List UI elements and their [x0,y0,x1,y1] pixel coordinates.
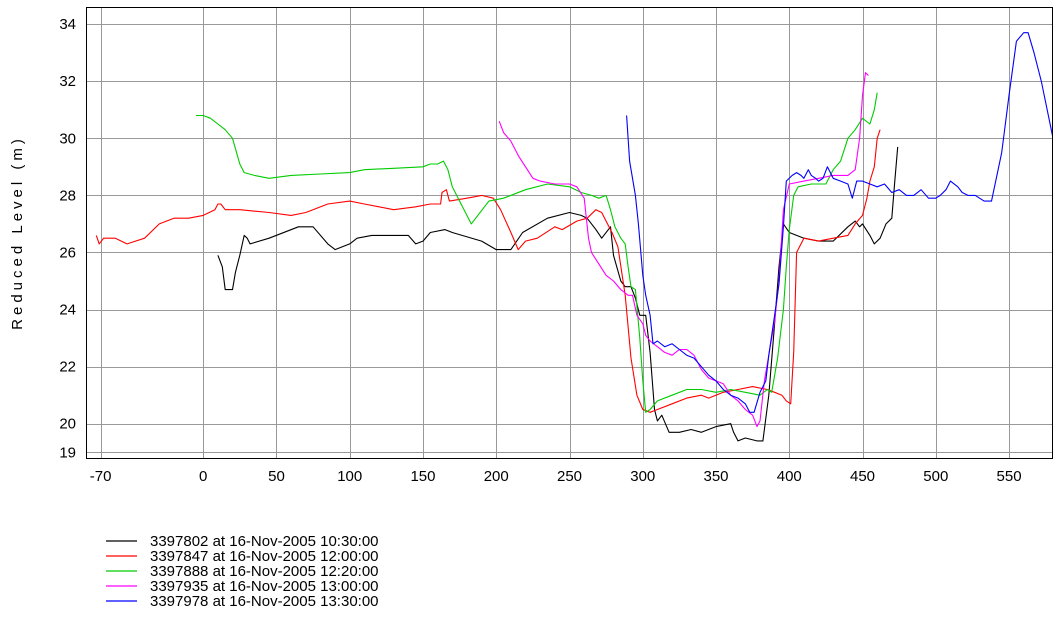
y-tick-label: 20 [59,416,76,433]
y-tick-label: 22 [59,359,76,376]
y-tick-label: 19 [59,444,76,461]
x-tick-label: 0 [199,468,207,485]
series-line-2 [95,129,881,413]
x-tick-label: 200 [484,468,509,485]
x-tick-label: 150 [410,468,435,485]
y-tick-label: 30 [59,130,76,147]
x-axis: -70 0 50 100 150 200 250 300 350 400 450 500 550 [90,468,1022,485]
x-tick-label: 50 [268,468,285,485]
y-axis: 19 20 22 24 26 28 30 32 34 [59,16,76,461]
legend-entry: 3397802 at 16-Nov-2005 10:30:00 [150,533,379,550]
series-line-4 [498,72,869,428]
y-tick-label: 32 [59,73,76,90]
plot-frame [86,7,1053,459]
legend-entry: 3397978 at 16-Nov-2005 13:30:00 [150,593,379,610]
legend-entry: 3397935 at 16-Nov-2005 13:00:00 [150,578,379,595]
y-tick-label: 28 [59,187,76,204]
x-tick-label: 100 [337,468,362,485]
x-tick-label: -70 [90,468,112,485]
x-tick-label: 350 [703,468,728,485]
x-tick-label: 550 [997,468,1022,485]
grid [86,7,1053,458]
y-tick-label: 24 [59,302,76,319]
x-tick-label: 300 [630,468,655,485]
series-layer [95,32,1053,442]
y-tick-label: 34 [59,16,76,33]
series-line-3 [195,92,878,413]
legend-entry: 3397847 at 16-Nov-2005 12:00:00 [150,548,379,565]
x-tick-label: 400 [777,468,802,485]
legend-entry: 3397888 at 16-Nov-2005 12:20:00 [150,563,379,580]
series-line-5 [626,32,1053,413]
x-tick-label: 450 [850,468,875,485]
x-tick-label: 500 [923,468,948,485]
x-tick-label: 250 [557,468,582,485]
y-axis-label: Reduced Level (m) [9,135,26,330]
y-tick-label: 26 [59,244,76,261]
